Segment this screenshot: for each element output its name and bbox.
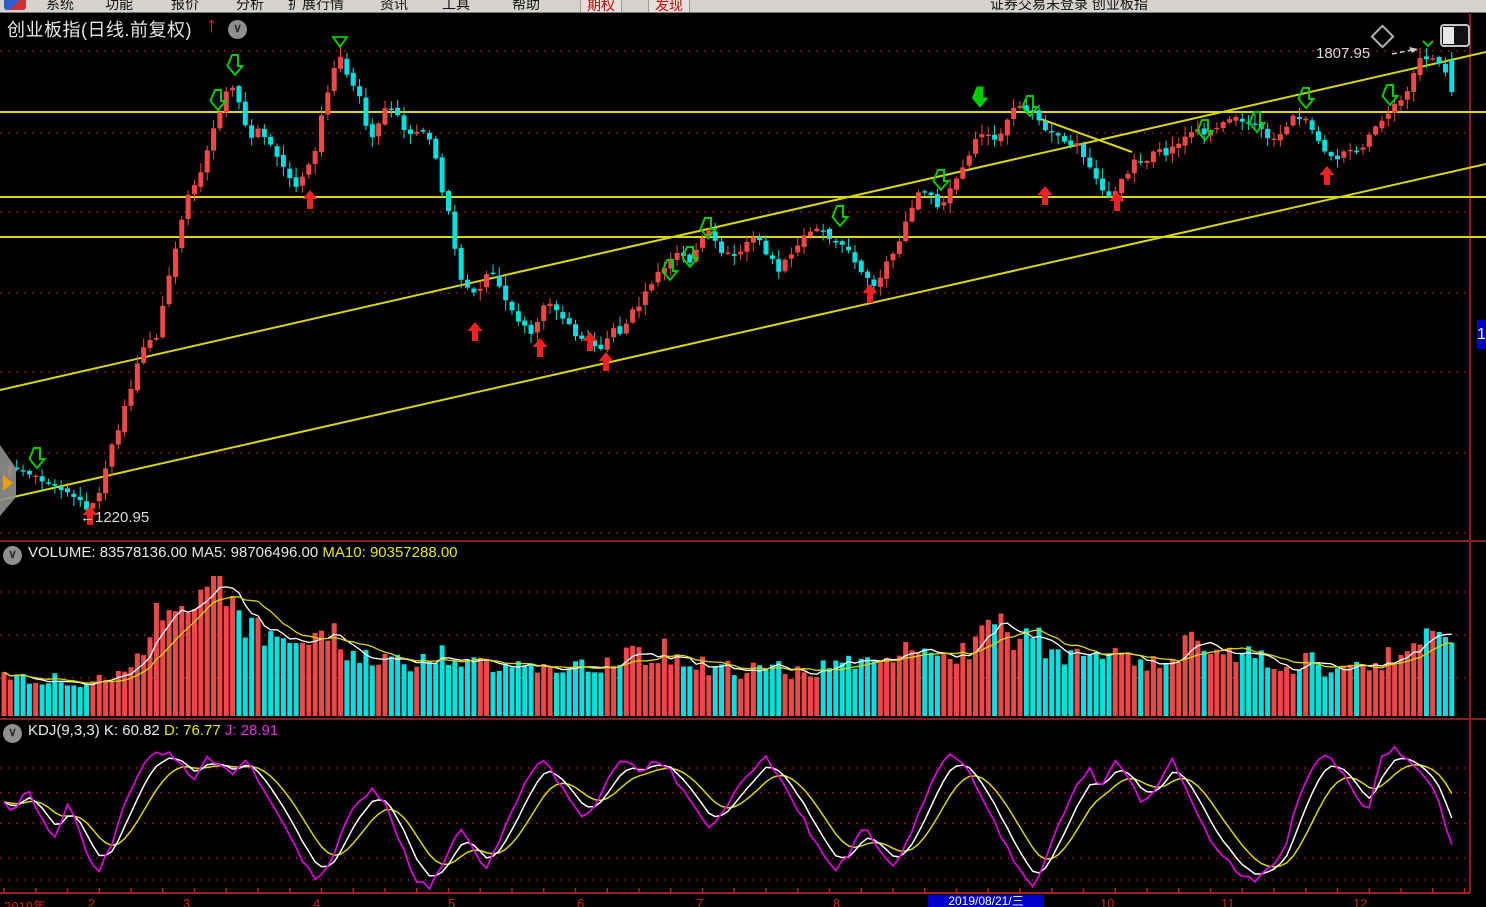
axis-ticks-group	[3, 888, 1466, 893]
menu-item-3[interactable]: 分析	[236, 0, 264, 12]
kdj-k-label: K:	[103, 722, 119, 739]
kdj-j-label: J:	[224, 722, 237, 739]
menu-item-4[interactable]: 扩展行情	[288, 0, 344, 12]
axis-label-3: 4	[313, 896, 321, 907]
volume-panel-header: ∨ VOLUME: 83578136.00 MA5: 98706496.00 M…	[0, 544, 1470, 565]
panel-borders-group	[0, 12, 1486, 894]
volume-value: 83578136.00	[99, 544, 188, 561]
gridlines-group	[0, 50, 1470, 881]
left-edge-flag	[0, 445, 16, 516]
axis-label-6: 7	[696, 896, 704, 907]
menu-item-0[interactable]: 系统	[46, 0, 74, 12]
highest-price-label: 1807.95	[1316, 45, 1371, 62]
chart-title: 创业板指(日线.前复权)	[7, 20, 192, 40]
volume-ma5-label: MA5:	[191, 544, 227, 561]
menu-item-8[interactable]: 期权	[580, 0, 622, 12]
kdj-j-value: 28.91	[240, 722, 279, 739]
axis-label-10: 12	[1353, 896, 1368, 907]
volume-ma5-value: 98706496.00	[230, 544, 319, 561]
kdj-panel-header: ∨ KDJ(9,3,3) K: 60.82 D: 76.77 J: 28.91	[0, 722, 1470, 743]
axis-label-1: 2	[88, 896, 96, 907]
menu-item-6[interactable]: 工具	[442, 0, 470, 12]
axis-label-8: 10	[1100, 896, 1115, 907]
volume-label: VOLUME:	[28, 544, 96, 561]
cursor-date-badge: 2019/08/21/三	[928, 895, 1044, 907]
cursor-price-badge: 14	[1477, 320, 1486, 349]
login-status-text: 证券交易未登录 创业板指	[990, 0, 1148, 12]
candles-group	[1, 44, 1455, 515]
price-up-arrow-icon: ↑	[206, 12, 217, 37]
menu-item-1[interactable]: 功能	[105, 0, 133, 12]
volume-group	[1, 576, 1455, 716]
menu-item-2[interactable]: 报价	[171, 0, 199, 12]
menu-item-7[interactable]: 帮助	[512, 0, 540, 12]
date-axis[interactable]: 2019/08/21/三 2019年 2 3 4 5 6 7 8 10 11 12	[0, 895, 1486, 907]
kdj-d-label: D:	[163, 722, 179, 739]
kdj-group	[3, 745, 1453, 891]
app-logo-icon	[4, 0, 26, 10]
volume-ma10-label: MA10:	[322, 544, 366, 561]
collapse-main-chart-button[interactable]: ∨	[228, 20, 247, 39]
volume-ma10-value: 90357288.00	[369, 544, 458, 561]
high-label-arrow	[1391, 47, 1418, 55]
axis-label-0: 2019年	[4, 899, 46, 907]
kdj-k-value: 60.82	[122, 722, 160, 739]
axis-label-5: 6	[577, 896, 585, 907]
axis-label-2: 3	[183, 896, 191, 907]
axis-label-7: 8	[833, 896, 841, 907]
kdj-d-value: 76.77	[183, 722, 221, 739]
lowest-price-label: ←1220.95	[80, 509, 150, 526]
signal-markers-group	[28, 36, 1434, 525]
axis-label-9: 11	[1221, 896, 1235, 907]
axis-label-4: 5	[448, 896, 456, 907]
collapse-volume-panel-button[interactable]: ∨	[3, 546, 22, 565]
split-window-icon[interactable]	[1440, 24, 1470, 47]
trendlines-group	[0, 51, 1486, 501]
kdj-name: KDJ(9,3,3)	[28, 722, 100, 739]
collapse-kdj-panel-button[interactable]: ∨	[3, 724, 22, 743]
menu-item-5[interactable]: 资讯	[380, 0, 408, 12]
menu-item-9[interactable]: 发现	[648, 0, 690, 12]
menu-bar: 证券交易未登录 创业板指 系统 功能 报价 分析 扩展行情 资讯 工具 帮助 期权 发现	[0, 0, 1486, 13]
split-window-icon-fill	[1443, 27, 1454, 44]
